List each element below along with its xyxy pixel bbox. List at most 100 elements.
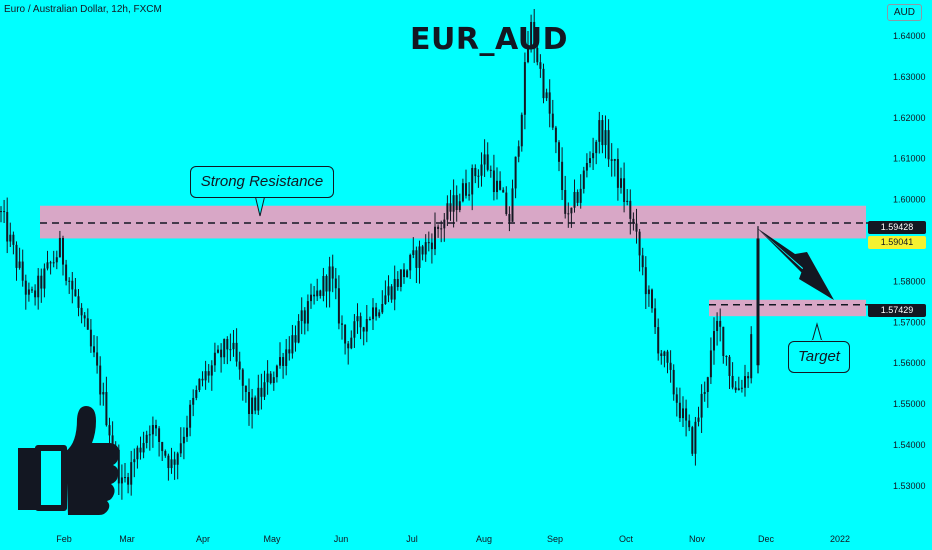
candle-body: [399, 269, 402, 287]
candle-body: [120, 477, 123, 484]
candle-body: [486, 154, 489, 170]
candle-body: [3, 211, 6, 213]
candle-body: [93, 346, 95, 353]
candle-body: [213, 352, 216, 366]
candle-body: [437, 226, 440, 229]
candle-body: [77, 296, 80, 308]
candle-body: [638, 231, 641, 256]
candle-body: [666, 351, 669, 363]
candle-body: [167, 455, 170, 469]
target-price-tag: 1.57429: [868, 304, 926, 317]
currency-badge[interactable]: AUD: [886, 4, 922, 21]
candle-body: [545, 92, 548, 99]
candle-body: [492, 170, 495, 193]
candle-body: [443, 219, 446, 229]
resistance-price-tag: 1.59428: [868, 221, 926, 234]
candle-body: [279, 357, 281, 366]
candle-body: [644, 267, 647, 295]
candle-body: [539, 62, 542, 69]
candle-body: [127, 477, 130, 485]
candle-body: [136, 447, 139, 460]
candle-body: [527, 45, 529, 63]
candle-body: [46, 262, 49, 269]
thumb-hand: [66, 406, 120, 515]
candle-body: [229, 349, 232, 351]
y-tick-label: 1.57000: [893, 317, 926, 327]
x-tick-label: Oct: [619, 534, 634, 544]
target-zone: [709, 299, 866, 317]
candle-body: [198, 378, 201, 390]
candle-body: [505, 192, 508, 214]
candle-body: [241, 369, 244, 386]
candle-body: [148, 434, 151, 436]
candle-body: [564, 190, 567, 214]
candle-body: [533, 21, 536, 49]
candle-body: [89, 329, 92, 347]
candle-body: [111, 435, 114, 448]
candle-body: [347, 343, 350, 349]
candle-body: [182, 436, 185, 444]
candle-body: [390, 286, 393, 300]
candle-body: [49, 262, 52, 264]
candle-body: [663, 351, 666, 357]
target-callout-pointer: [811, 322, 823, 343]
candle-body: [220, 349, 223, 358]
candle-body: [709, 350, 712, 378]
arrow-down-right-icon: [757, 228, 834, 300]
candle-body: [145, 434, 148, 443]
candle-body: [313, 294, 316, 297]
candle-body: [96, 352, 99, 366]
candle-body: [514, 156, 517, 189]
candle-body: [700, 393, 703, 418]
candle-body: [548, 92, 551, 114]
candle-body: [403, 269, 405, 278]
candle-body: [65, 264, 68, 281]
candle-body: [328, 266, 331, 292]
candle-body: [0, 211, 2, 213]
candle-body: [396, 278, 399, 287]
candle-body: [303, 310, 306, 324]
candle-body: [713, 331, 715, 351]
candle-body: [728, 356, 731, 376]
candle-body: [58, 237, 61, 258]
candle-body: [589, 158, 591, 163]
candle-body: [102, 392, 105, 395]
candle-body: [80, 307, 83, 316]
candle-body: [275, 365, 278, 378]
candle-body: [725, 355, 728, 357]
candle-body: [285, 349, 288, 366]
candle-body: [310, 294, 312, 302]
y-tick-label: 1.54000: [893, 440, 926, 450]
candle-body: [607, 130, 610, 160]
chart-title: EUR_AUD: [410, 22, 569, 57]
candle-body: [71, 280, 74, 290]
candle-body: [244, 385, 247, 393]
candle-body: [508, 213, 511, 222]
x-tick-label: Mar: [119, 534, 135, 544]
candle-body: [626, 200, 629, 202]
candle-body: [750, 334, 753, 379]
candle-body: [672, 369, 675, 395]
thumb-sleeve: [18, 448, 40, 510]
candle-body: [381, 303, 384, 313]
candle-body: [406, 270, 409, 278]
candle-body: [623, 178, 626, 202]
candle-body: [747, 376, 750, 379]
candle-body: [458, 201, 461, 211]
candle-body: [62, 237, 64, 265]
candle-body: [440, 228, 443, 230]
candle-body: [9, 234, 12, 242]
candle-body: [99, 365, 102, 395]
x-tick-label: May: [263, 534, 281, 544]
candle-body: [334, 278, 337, 289]
candle-body: [68, 280, 71, 282]
candle-body: [173, 459, 176, 465]
candle-body: [294, 335, 297, 343]
candle-body: [601, 120, 604, 146]
candle-body: [372, 307, 374, 320]
y-tick-label: 1.64000: [893, 31, 926, 41]
candle-body: [31, 289, 33, 291]
candle-body: [24, 280, 27, 295]
candle-body: [536, 48, 539, 63]
